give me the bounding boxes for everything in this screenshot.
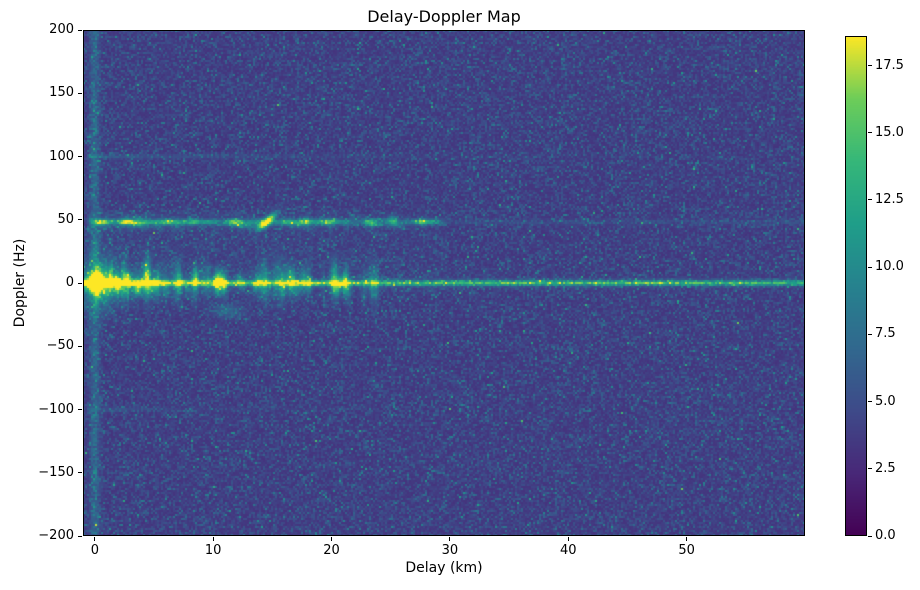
- y-tick-label: −200: [38, 528, 74, 543]
- chart-title: Delay-Doppler Map: [367, 7, 521, 26]
- colorbar-tick-mark: [868, 468, 872, 470]
- colorbar-tick-label: 0.0: [875, 528, 896, 543]
- colorbar-tick-mark: [868, 199, 872, 201]
- y-tick-mark: [78, 472, 82, 474]
- y-tick-label: 200: [49, 22, 74, 37]
- y-tick-label: 50: [57, 211, 74, 227]
- colorbar-tick-mark: [868, 266, 872, 268]
- x-tick-mark: [567, 537, 569, 541]
- y-tick-mark: [78, 535, 82, 537]
- y-tick-mark: [78, 219, 82, 221]
- y-tick-mark: [78, 282, 82, 284]
- y-tick-label: 150: [49, 85, 74, 101]
- x-tick-label: 0: [90, 543, 99, 558]
- y-tick-mark: [78, 409, 82, 410]
- x-tick-mark: [449, 537, 451, 541]
- colorbar-tick-mark: [868, 65, 872, 67]
- y-tick-mark: [78, 156, 82, 157]
- y-tick-mark: [78, 92, 82, 94]
- x-tick-mark: [212, 537, 214, 541]
- x-tick-mark: [94, 537, 96, 541]
- y-tick-mark: [78, 345, 82, 347]
- y-tick-mark: [78, 29, 82, 31]
- y-tick-label: 0: [65, 275, 74, 290]
- colorbar-tick-label: 7.5: [875, 326, 896, 342]
- colorbar-tick-mark: [868, 535, 872, 537]
- y-tick-label: −100: [38, 401, 74, 417]
- y-tick-label: 100: [49, 148, 74, 164]
- x-tick-label: 20: [323, 543, 340, 558]
- colorbar-tick-label: 15.0: [875, 124, 904, 140]
- colorbar-tick-label: 10.0: [875, 259, 904, 275]
- colorbar-tick-mark: [868, 401, 872, 403]
- y-tick-label: −50: [46, 338, 74, 354]
- y-tick-label: −150: [38, 464, 74, 480]
- x-tick-mark: [686, 537, 688, 541]
- x-tick-label: 40: [559, 543, 577, 558]
- colorbar-tick-label: 2.5: [875, 460, 896, 476]
- x-tick-label: 10: [204, 543, 222, 558]
- colorbar-tick-mark: [868, 132, 872, 134]
- colorbar-tick-mark: [868, 333, 872, 335]
- colorbar-tick-label: 17.5: [875, 57, 904, 73]
- colorbar-tick-label: 12.5: [875, 191, 904, 207]
- colorbar-tick-label: 5.0: [875, 393, 896, 409]
- x-axis-label: Delay (km): [405, 560, 483, 576]
- x-tick-label: 30: [441, 543, 459, 558]
- heatmap-image: [83, 30, 805, 536]
- x-tick-label: 50: [678, 543, 695, 558]
- x-tick-mark: [331, 537, 333, 541]
- colorbar: [845, 36, 867, 536]
